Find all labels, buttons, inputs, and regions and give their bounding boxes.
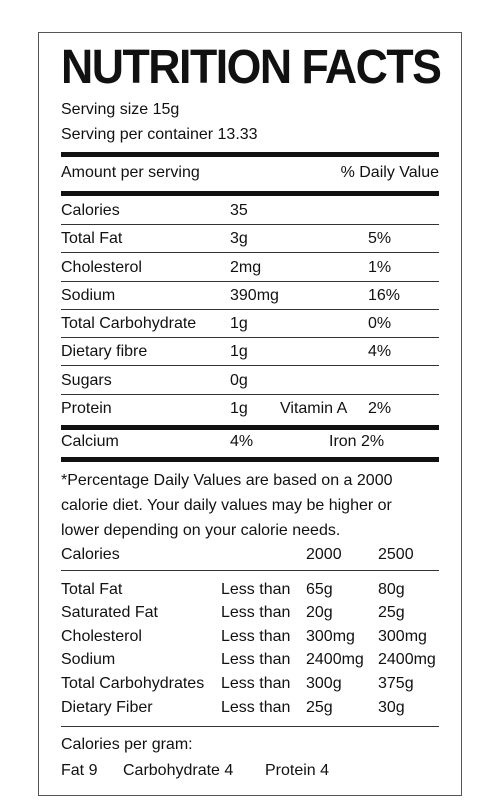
nutrient-amount: 1g xyxy=(230,343,248,360)
divider-thin xyxy=(61,570,439,571)
reference-row-2000: 300mg xyxy=(306,628,355,645)
vitamin-a-label: Vitamin A xyxy=(280,400,348,417)
reference-row-2000: 20g xyxy=(306,604,333,621)
reference-row-2500: 80g xyxy=(378,581,405,598)
nutrient-daily-value: 2% xyxy=(368,400,392,417)
amount-per-serving: Amount per serving xyxy=(61,164,200,181)
divider-thin xyxy=(61,281,439,282)
nutrient-amount: 2mg xyxy=(230,259,262,276)
footnote-line: *Percentage Daily Values are based on a … xyxy=(61,472,393,489)
servings-per-container: Serving per container 13.33 xyxy=(61,126,258,143)
reference-row-2000: 25g xyxy=(306,699,333,716)
reference-row-2000: 65g xyxy=(306,581,333,598)
calories-per-gram-label: Calories per gram: xyxy=(61,736,193,753)
label-title: NUTRITION FACTS xyxy=(61,41,442,94)
nutrient-daily-value: 5% xyxy=(368,230,392,247)
divider-thick xyxy=(61,152,439,157)
divider-thin xyxy=(61,337,439,338)
nutrient-amount: 1g xyxy=(230,400,248,417)
reference-row-name: Cholesterol xyxy=(61,628,142,645)
nutrient-name: Total Fat xyxy=(61,230,123,247)
nutrient-amount: 0g xyxy=(230,372,248,389)
nutrient-amount: 1g xyxy=(230,315,248,332)
reference-row-2000: 300g xyxy=(306,675,342,692)
nutrient-name: Cholesterol xyxy=(61,259,142,276)
reference-row-qualifier: Less than xyxy=(221,699,291,716)
divider-thick xyxy=(61,457,439,462)
reference-row-qualifier: Less than xyxy=(221,628,291,645)
reference-col-2000: 2000 xyxy=(306,546,342,563)
divider-thin xyxy=(61,365,439,366)
nutrient-daily-value: 4% xyxy=(368,343,392,360)
calcium-value: 4% xyxy=(230,433,254,450)
reference-row-qualifier: Less than xyxy=(221,651,291,668)
divider-thin xyxy=(61,394,439,395)
reference-row-2000: 2400mg xyxy=(306,651,364,668)
reference-row-qualifier: Less than xyxy=(221,581,291,598)
divider-thick xyxy=(61,191,439,196)
nutrient-name: Sodium xyxy=(61,287,116,304)
reference-row-2500: 300mg xyxy=(378,628,427,645)
reference-calories-label: Calories xyxy=(61,546,120,563)
nutrient-name: Dietary fibre xyxy=(61,343,148,360)
nutrient-daily-value: 1% xyxy=(368,259,392,276)
reference-row-name: Sodium xyxy=(61,651,116,668)
nutrient-name: Protein xyxy=(61,400,112,417)
reference-row-2500: 375g xyxy=(378,675,414,692)
reference-row-name: Total Carbohydrates xyxy=(61,675,205,692)
nutrient-amount: 3g xyxy=(230,230,248,247)
nutrient-name: Total Carbohydrate xyxy=(61,315,197,332)
divider-thin xyxy=(61,726,439,727)
nutrient-daily-value: 16% xyxy=(368,287,401,304)
footnote-line: calorie diet. Your daily values may be h… xyxy=(61,497,392,514)
nutrient-name: Sugars xyxy=(61,372,112,389)
calories-per-gram-carbohydrate: Carbohydrate 4 xyxy=(123,762,234,779)
reference-row-qualifier: Less than xyxy=(221,675,291,692)
calories-per-gram-fat: Fat 9 xyxy=(61,762,98,779)
serving-size: Serving size 15g xyxy=(61,101,180,118)
reference-row-2500: 30g xyxy=(378,699,405,716)
divider-thick xyxy=(61,425,439,430)
nutrient-amount: 390mg xyxy=(230,287,279,304)
iron-value: Iron 2% xyxy=(329,433,385,450)
reference-row-2500: 25g xyxy=(378,604,405,621)
daily-value-header: % Daily Value xyxy=(340,164,439,181)
divider-thin xyxy=(61,309,439,310)
nutrient-name: Calories xyxy=(61,202,120,219)
reference-row-name: Dietary Fiber xyxy=(61,699,153,716)
nutrition-label: NUTRITION FACTS Serving size 15g Serving… xyxy=(38,32,462,796)
reference-row-2500: 2400mg xyxy=(378,651,436,668)
calcium-label: Calcium xyxy=(61,433,119,450)
nutrient-daily-value: 0% xyxy=(368,315,392,332)
reference-row-name: Total Fat xyxy=(61,581,123,598)
divider-thin xyxy=(61,252,439,253)
divider-thin xyxy=(61,224,439,225)
nutrient-amount: 35 xyxy=(230,202,248,219)
reference-row-name: Saturated Fat xyxy=(61,604,158,621)
calories-per-gram-protein: Protein 4 xyxy=(265,762,330,779)
reference-col-2500: 2500 xyxy=(378,546,414,563)
footnote-line: lower depending on your calorie needs. xyxy=(61,522,341,539)
reference-row-qualifier: Less than xyxy=(221,604,291,621)
